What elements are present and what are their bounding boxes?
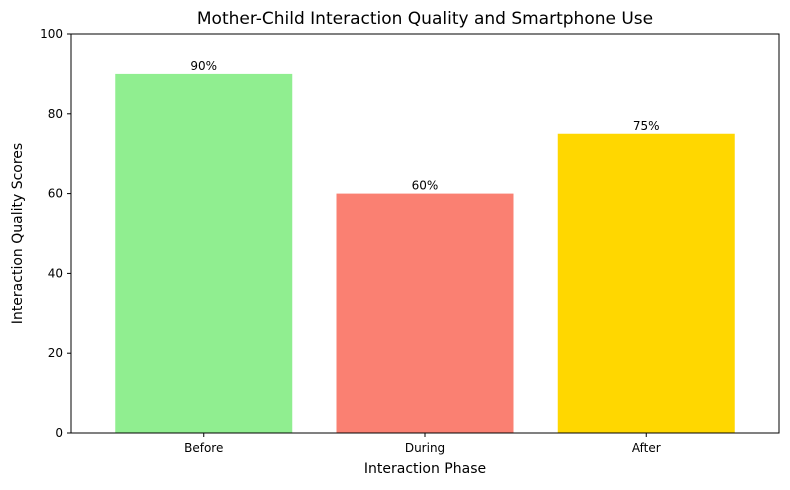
chart-title: Mother-Child Interaction Quality and Sma… — [197, 9, 653, 29]
bar-before — [115, 73, 293, 434]
y-tick-label: 60 — [48, 187, 63, 201]
y-tick-label: 100 — [40, 27, 63, 41]
x-axis-label: Interaction Phase — [364, 461, 486, 477]
data-label-during: 60% — [412, 179, 439, 193]
x-tick-label: Before — [184, 441, 223, 455]
y-axis: 0 20 40 60 80 100 — [40, 27, 71, 440]
x-axis: Before During After — [184, 433, 661, 455]
y-axis-label: Interaction Quality Scores — [10, 143, 26, 324]
data-label-before: 90% — [190, 59, 217, 73]
y-tick-label: 0 — [55, 426, 63, 440]
data-labels-layer: 90% 60% 75% — [190, 59, 659, 193]
x-tick-label: During — [405, 441, 445, 455]
y-tick-label: 20 — [48, 346, 63, 360]
y-tick-label: 80 — [48, 107, 63, 121]
x-tick-label: After — [632, 441, 661, 455]
bar-after — [557, 133, 735, 433]
y-tick-label: 40 — [48, 266, 63, 280]
bars-layer — [115, 73, 735, 434]
data-label-after: 75% — [633, 119, 660, 133]
bar-during — [336, 193, 514, 433]
plot-frame — [70, 33, 780, 434]
